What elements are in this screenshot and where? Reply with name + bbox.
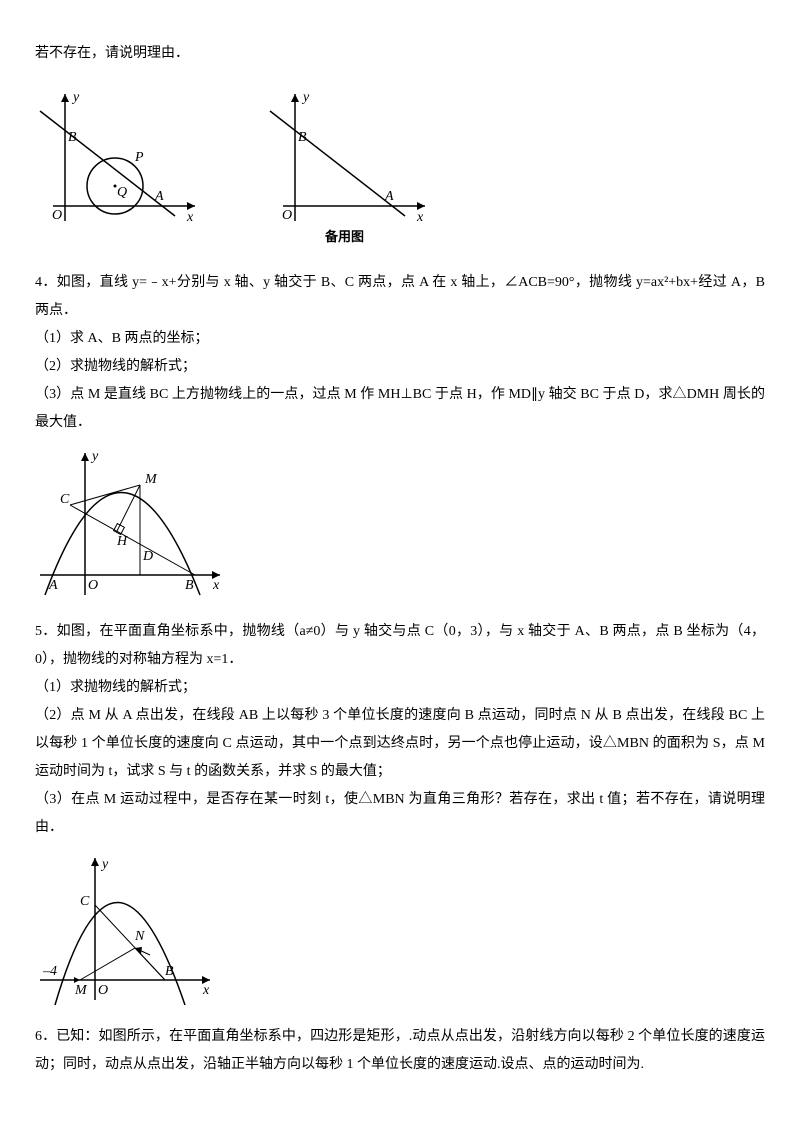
point-n: N [134, 929, 145, 944]
origin-label: O [52, 208, 62, 223]
q4-s1: （1）求 A、B 两点的坐标； [35, 325, 765, 353]
point-d: D [142, 549, 153, 564]
point-a: A [384, 189, 394, 204]
axis-label-x: x [202, 983, 210, 998]
point-a: A [48, 578, 58, 593]
point-m: M [74, 983, 88, 998]
point-b: B [298, 130, 307, 145]
axis-label-y: y [90, 449, 99, 464]
point-p: P [134, 150, 144, 165]
neg4-label: 4 [50, 964, 57, 979]
origin-label: O [98, 983, 108, 998]
q5-s1: （1）求抛物线的解析式； [35, 674, 765, 702]
point-b: B [68, 130, 77, 145]
axis-label-y: y [301, 90, 310, 105]
point-m: M [144, 472, 158, 487]
figure-row-1: y x O B P A Q y x O B A 备用图 [35, 78, 765, 259]
text-line: 若不存在，请说明理由． [35, 40, 765, 68]
point-c: C [80, 894, 90, 909]
axis-label-x: x [416, 210, 424, 225]
axis-label-x: x [186, 210, 194, 225]
figure-1-left: y x O B P A Q [35, 86, 205, 251]
figure-1-right: y x O B A 备用图 [265, 86, 435, 251]
point-a: A [154, 189, 164, 204]
axis-label-y: y [71, 90, 80, 105]
q6-intro: 6．已知：如图所示，在平面直角坐标系中，四边形是矩形，.动点从点出发，沿射线方向… [35, 1023, 765, 1079]
axis-label-x: x [212, 578, 220, 593]
q5-s3: （3）在点 M 运动过程中，是否存在某一时刻 t，使△MBN 为直角三角形？若存… [35, 786, 765, 842]
point-h: H [116, 534, 128, 549]
figure-3: y x O C B N M 4 – [35, 850, 765, 1015]
figure-caption: 备用图 [324, 229, 364, 244]
q4-s2: （2）求抛物线的解析式； [35, 353, 765, 381]
q5-intro: 5．如图，在平面直角坐标系中，抛物线（a≠0）与 y 轴交与点 C（0，3），与… [35, 618, 765, 674]
q5-s2: （2）点 M 从 A 点出发，在线段 AB 上以每秒 3 个单位长度的速度向 B… [35, 702, 765, 786]
point-q: Q [117, 185, 127, 200]
point-b: B [185, 578, 194, 593]
point-b: B [165, 964, 174, 979]
neg-label: – [42, 964, 51, 979]
q4-s3: （3）点 M 是直线 BC 上方抛物线上的一点，过点 M 作 MH⊥BC 于点 … [35, 381, 765, 437]
origin-label: O [88, 578, 98, 593]
figure-2: y x O A B C M H D [35, 445, 765, 610]
axis-label-y: y [100, 857, 109, 872]
q4-intro: 4．如图，直线 y=﹣x+分别与 x 轴、y 轴交于 B、C 两点，点 A 在 … [35, 269, 765, 325]
point-c: C [60, 492, 70, 507]
origin-label: O [282, 208, 292, 223]
